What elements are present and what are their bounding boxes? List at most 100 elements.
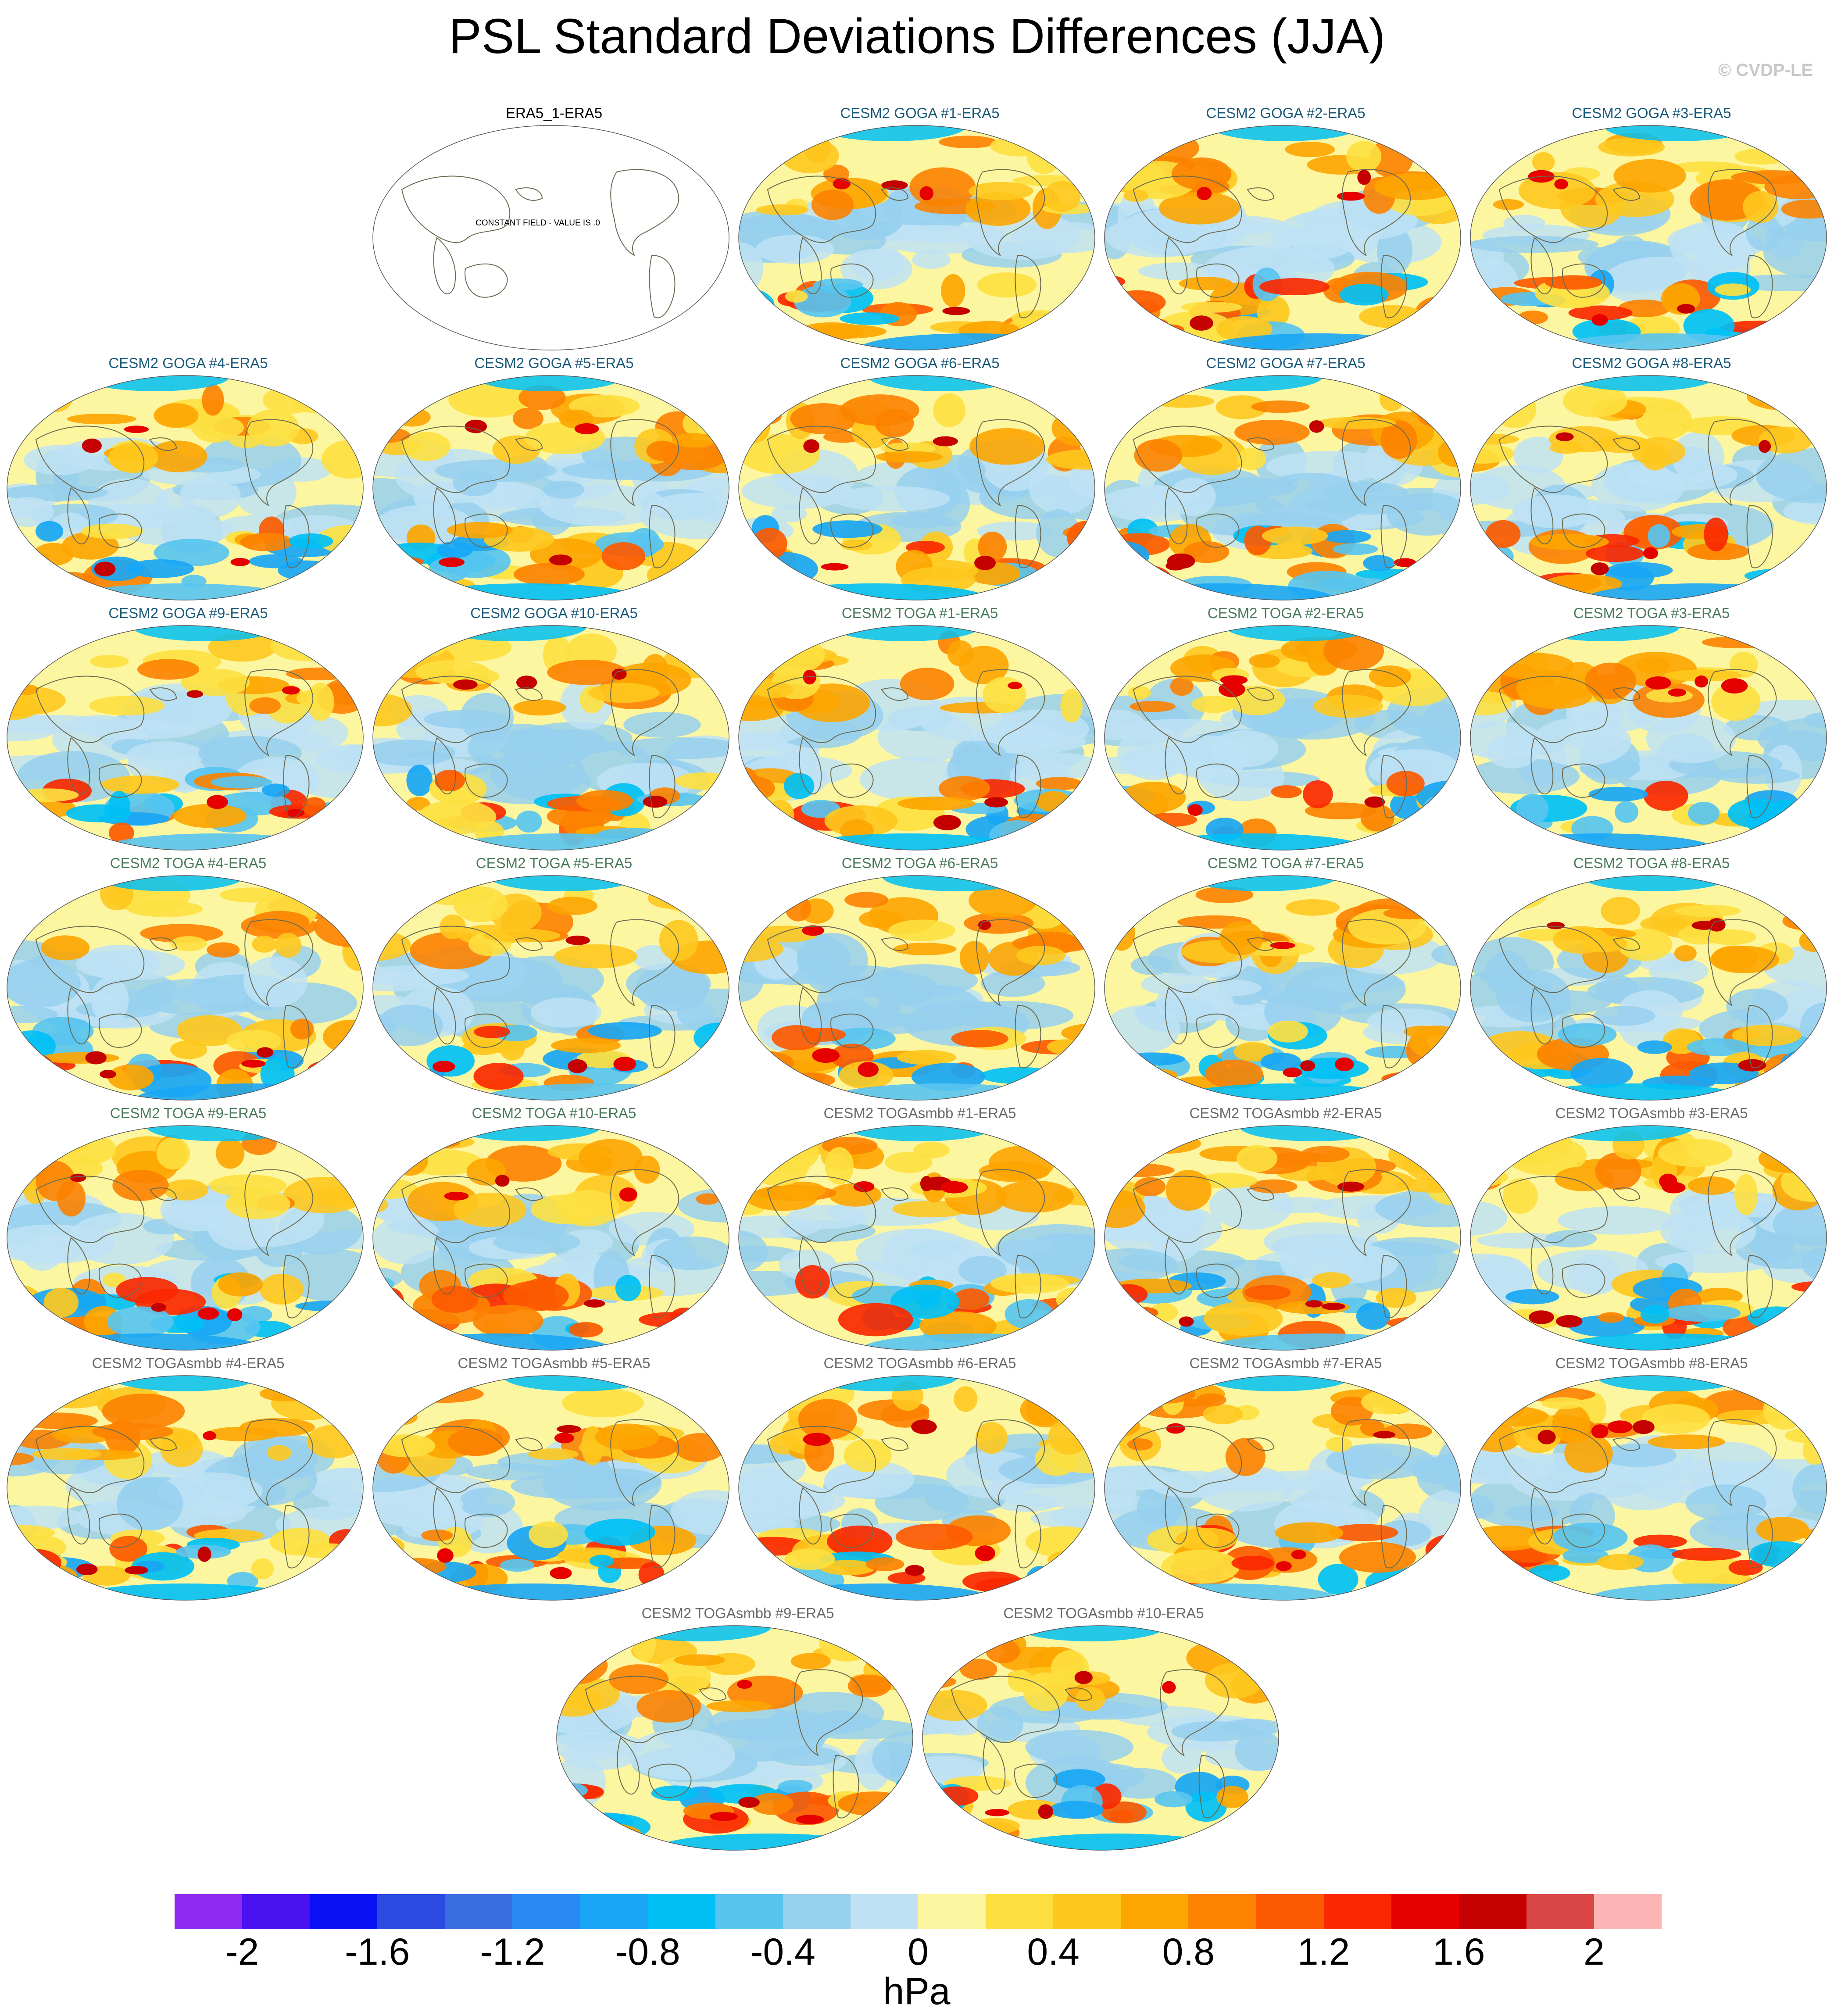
coastline-path [1133, 676, 1242, 743]
map-panel: CESM2 GOGA #9-ERA5 [5, 604, 371, 851]
map-panel: CESM2 TOGAsmbb #3-ERA5 [1469, 1104, 1834, 1351]
coastline-path [649, 504, 676, 568]
coastline-path [67, 1237, 90, 1295]
coastline-path [799, 487, 822, 545]
colorbar-tick-label: 2 [1583, 1931, 1605, 1973]
coastline-path [401, 175, 511, 243]
coastline-path [99, 763, 142, 798]
coastline-path [401, 1426, 511, 1493]
coastline-layer [35, 1419, 314, 1569]
coastline-path [649, 1505, 676, 1569]
coastline-path [35, 676, 145, 743]
coastline-layer [1498, 1419, 1777, 1569]
field-layer [7, 626, 363, 850]
coastline-path [1498, 676, 1608, 743]
panel-title: CESM2 TOGA #8-ERA5 [1573, 855, 1730, 871]
coastline-path [1133, 1176, 1242, 1243]
coastline-path [1708, 1419, 1777, 1507]
coastline-path [465, 1513, 508, 1548]
robinson-map [738, 875, 1095, 1101]
coastline-path [1746, 1505, 1773, 1569]
coastline-path [1342, 919, 1411, 1007]
coastline-path [1133, 175, 1242, 243]
field-layer [373, 876, 729, 1100]
robinson-map [922, 1625, 1279, 1851]
panel-title: CESM2 TOGA #6-ERA5 [841, 855, 998, 871]
coastline-layer [1498, 419, 1777, 568]
map-boundary [372, 1375, 729, 1601]
coastline-path [830, 1513, 874, 1548]
field-layer [373, 1126, 729, 1350]
map-panel: CESM2 GOGA #1-ERA5 [737, 104, 1103, 350]
coastline-path [515, 687, 543, 701]
coastline-path [767, 175, 876, 243]
coastline-layer [951, 1669, 1229, 1819]
map-boundary [372, 375, 729, 601]
coastline-path [830, 263, 874, 298]
coastline-path [1498, 1426, 1608, 1493]
field-layer [373, 125, 729, 350]
coastline-path [881, 437, 909, 451]
coastline-layer [1498, 919, 1777, 1069]
coastline-path [99, 1263, 142, 1298]
map-boundary [372, 1125, 729, 1351]
coastline-path [1196, 1513, 1240, 1548]
coastline-path [794, 1669, 863, 1757]
colorbar-swatch [1526, 1894, 1594, 1929]
coastline-path [610, 1419, 679, 1507]
colorbar-swatch [445, 1894, 513, 1929]
panel-title: CESM2 TOGA #7-ERA5 [1207, 855, 1364, 871]
map-boundary [372, 875, 729, 1101]
map-panel: CESM2 TOGA #8-ERA5 [1469, 854, 1834, 1101]
colorbar-tick-label: -1.2 [480, 1931, 545, 1973]
map-boundary [1104, 375, 1461, 601]
coastline-path [1380, 1004, 1407, 1069]
coastline-path [433, 237, 456, 295]
robinson-map [1470, 1375, 1827, 1601]
robinson-map [1470, 625, 1827, 851]
coastline-path [649, 754, 676, 819]
map-panel: CESM2 GOGA #8-ERA5 [1469, 354, 1834, 601]
map-panel: CESM2 TOGA #6-ERA5 [737, 854, 1103, 1101]
robinson-map [1104, 375, 1461, 601]
coastline-path [1708, 419, 1777, 507]
panel-title: CESM2 TOGAsmbb #1-ERA5 [823, 1105, 1016, 1121]
colorbar-swatch [1594, 1894, 1662, 1929]
colorbar-swatch [986, 1894, 1054, 1929]
coastline-path [149, 937, 177, 951]
map-panel: CESM2 TOGA #5-ERA5 [371, 854, 737, 1101]
map-boundary [738, 125, 1095, 350]
field-layer [1105, 876, 1461, 1100]
coastline-path [515, 937, 543, 951]
coastline-path [1165, 487, 1188, 545]
coastline-path [433, 737, 456, 795]
coastline-path [1562, 263, 1605, 298]
coastline-path [767, 1176, 876, 1243]
coastline-path [149, 687, 177, 701]
coastline-path [1342, 419, 1411, 507]
coastline-path [617, 1737, 640, 1795]
colorbar-swatch [1459, 1894, 1527, 1929]
coastline-path [1196, 513, 1240, 548]
coastline-path [1746, 504, 1773, 568]
coastline-path [1612, 687, 1641, 701]
coastline-path [401, 1176, 511, 1243]
coastline-path [35, 926, 145, 993]
coastline-path [401, 676, 511, 743]
panel-title: CESM2 TOGAsmbb #8-ERA5 [1555, 1355, 1748, 1371]
field-layer [739, 1126, 1095, 1350]
field-layer [1105, 125, 1461, 350]
coastline-path [35, 1176, 145, 1243]
coastline-path [881, 687, 909, 701]
coastline-layer [1498, 669, 1777, 819]
coastline-path [1247, 937, 1275, 951]
coastline-path [433, 1487, 456, 1545]
robinson-map: CONSTANT FIELD - VALUE IS .0 [372, 125, 729, 350]
coastline-path [35, 425, 145, 493]
map-panel: CESM2 TOGA #4-ERA5 [5, 854, 371, 1101]
map-panel: ERA5_1-ERA5 CONSTANT FIELD - VALUE IS .0 [371, 104, 737, 350]
map-panel: CESM2 GOGA #2-ERA5 [1103, 104, 1469, 350]
coastline-layer [767, 1419, 1045, 1569]
colorbar-swatch [715, 1894, 783, 1929]
coastline-path [465, 1263, 508, 1298]
